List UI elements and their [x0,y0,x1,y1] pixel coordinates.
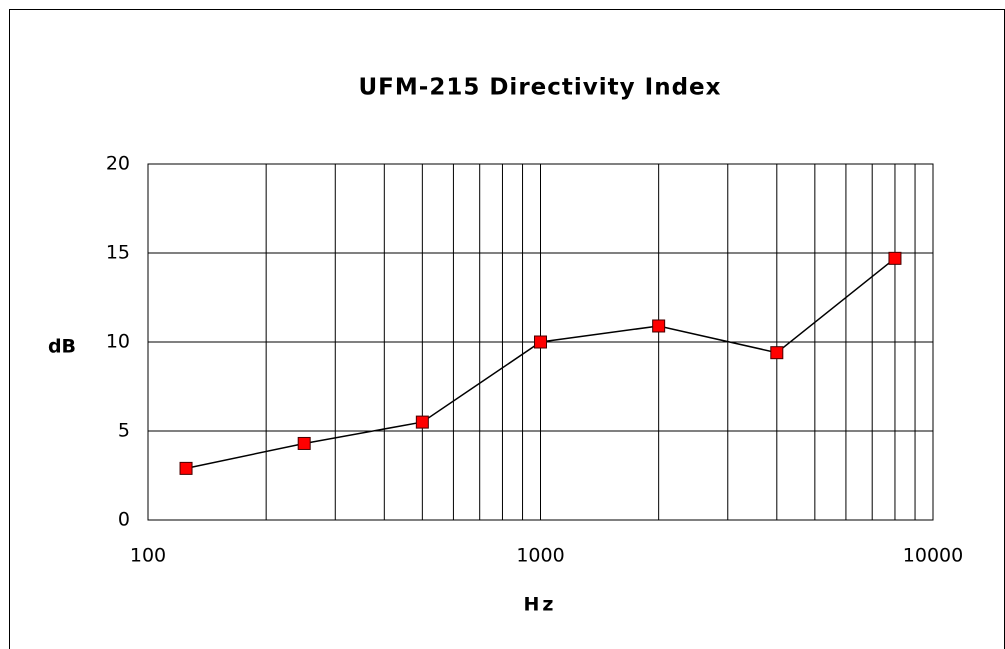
y-axis-label: dB [48,336,76,358]
data-point [888,251,902,265]
chart-title: UFM-215 Directivity Index [359,75,722,101]
data-point [770,346,784,360]
y-tick-label: 5 [118,420,130,442]
data-point [415,415,429,429]
x-axis-label: Hz [524,594,557,616]
data-point [297,436,311,450]
data-point [179,461,193,475]
y-tick-label: 0 [118,509,130,531]
data-point [534,335,547,349]
y-tick-label: 10 [106,331,130,353]
x-tick-label: 1000 [516,545,564,567]
y-tick-label: 20 [106,153,130,175]
data-point [652,319,666,333]
y-tick-label: 15 [106,242,130,264]
x-tick-label: 10000 [903,545,963,567]
x-tick-label: 100 [130,545,166,567]
